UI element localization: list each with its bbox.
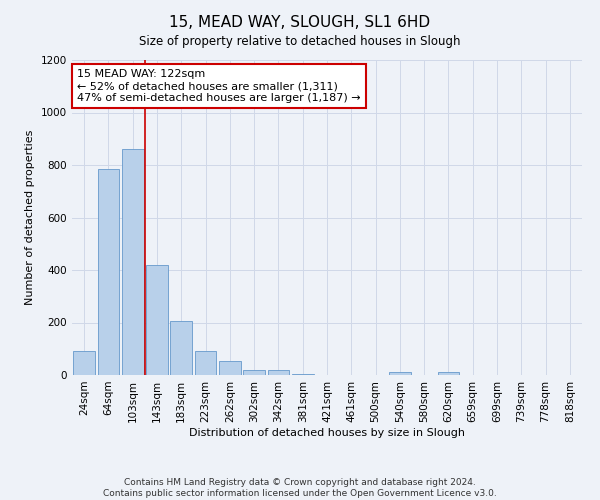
Text: Size of property relative to detached houses in Slough: Size of property relative to detached ho… bbox=[139, 35, 461, 48]
Bar bbox=[122, 149, 143, 375]
Bar bbox=[219, 360, 241, 375]
Bar bbox=[389, 372, 411, 375]
Bar bbox=[73, 352, 95, 375]
Bar bbox=[292, 374, 314, 375]
Text: 15 MEAD WAY: 122sqm
← 52% of detached houses are smaller (1,311)
47% of semi-det: 15 MEAD WAY: 122sqm ← 52% of detached ho… bbox=[77, 70, 361, 102]
Text: 15, MEAD WAY, SLOUGH, SL1 6HD: 15, MEAD WAY, SLOUGH, SL1 6HD bbox=[169, 15, 431, 30]
Bar bbox=[437, 372, 460, 375]
Bar bbox=[243, 370, 265, 375]
Bar bbox=[170, 321, 192, 375]
X-axis label: Distribution of detached houses by size in Slough: Distribution of detached houses by size … bbox=[189, 428, 465, 438]
Bar bbox=[146, 265, 168, 375]
Bar bbox=[97, 169, 119, 375]
Bar bbox=[268, 370, 289, 375]
Bar bbox=[194, 352, 217, 375]
Y-axis label: Number of detached properties: Number of detached properties bbox=[25, 130, 35, 305]
Text: Contains HM Land Registry data © Crown copyright and database right 2024.
Contai: Contains HM Land Registry data © Crown c… bbox=[103, 478, 497, 498]
